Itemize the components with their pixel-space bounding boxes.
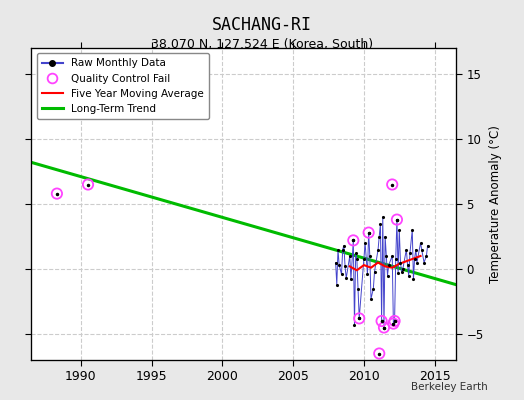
Point — [355, 315, 364, 322]
Point — [390, 318, 399, 324]
Text: Berkeley Earth: Berkeley Earth — [411, 382, 487, 392]
Text: SACHANG-RI: SACHANG-RI — [212, 16, 312, 34]
Point — [389, 320, 398, 327]
Point — [364, 230, 373, 236]
Point — [377, 318, 386, 324]
Point — [84, 181, 92, 188]
Point — [375, 350, 384, 357]
Point — [392, 216, 401, 223]
Point — [380, 324, 388, 331]
Y-axis label: Temperature Anomaly (°C): Temperature Anomaly (°C) — [489, 125, 502, 283]
Point — [388, 181, 396, 188]
Point — [349, 237, 357, 244]
Text: 38.070 N, 127.524 E (Korea, South): 38.070 N, 127.524 E (Korea, South) — [151, 38, 373, 51]
Point — [53, 190, 61, 197]
Legend: Raw Monthly Data, Quality Control Fail, Five Year Moving Average, Long-Term Tren: Raw Monthly Data, Quality Control Fail, … — [37, 53, 209, 119]
